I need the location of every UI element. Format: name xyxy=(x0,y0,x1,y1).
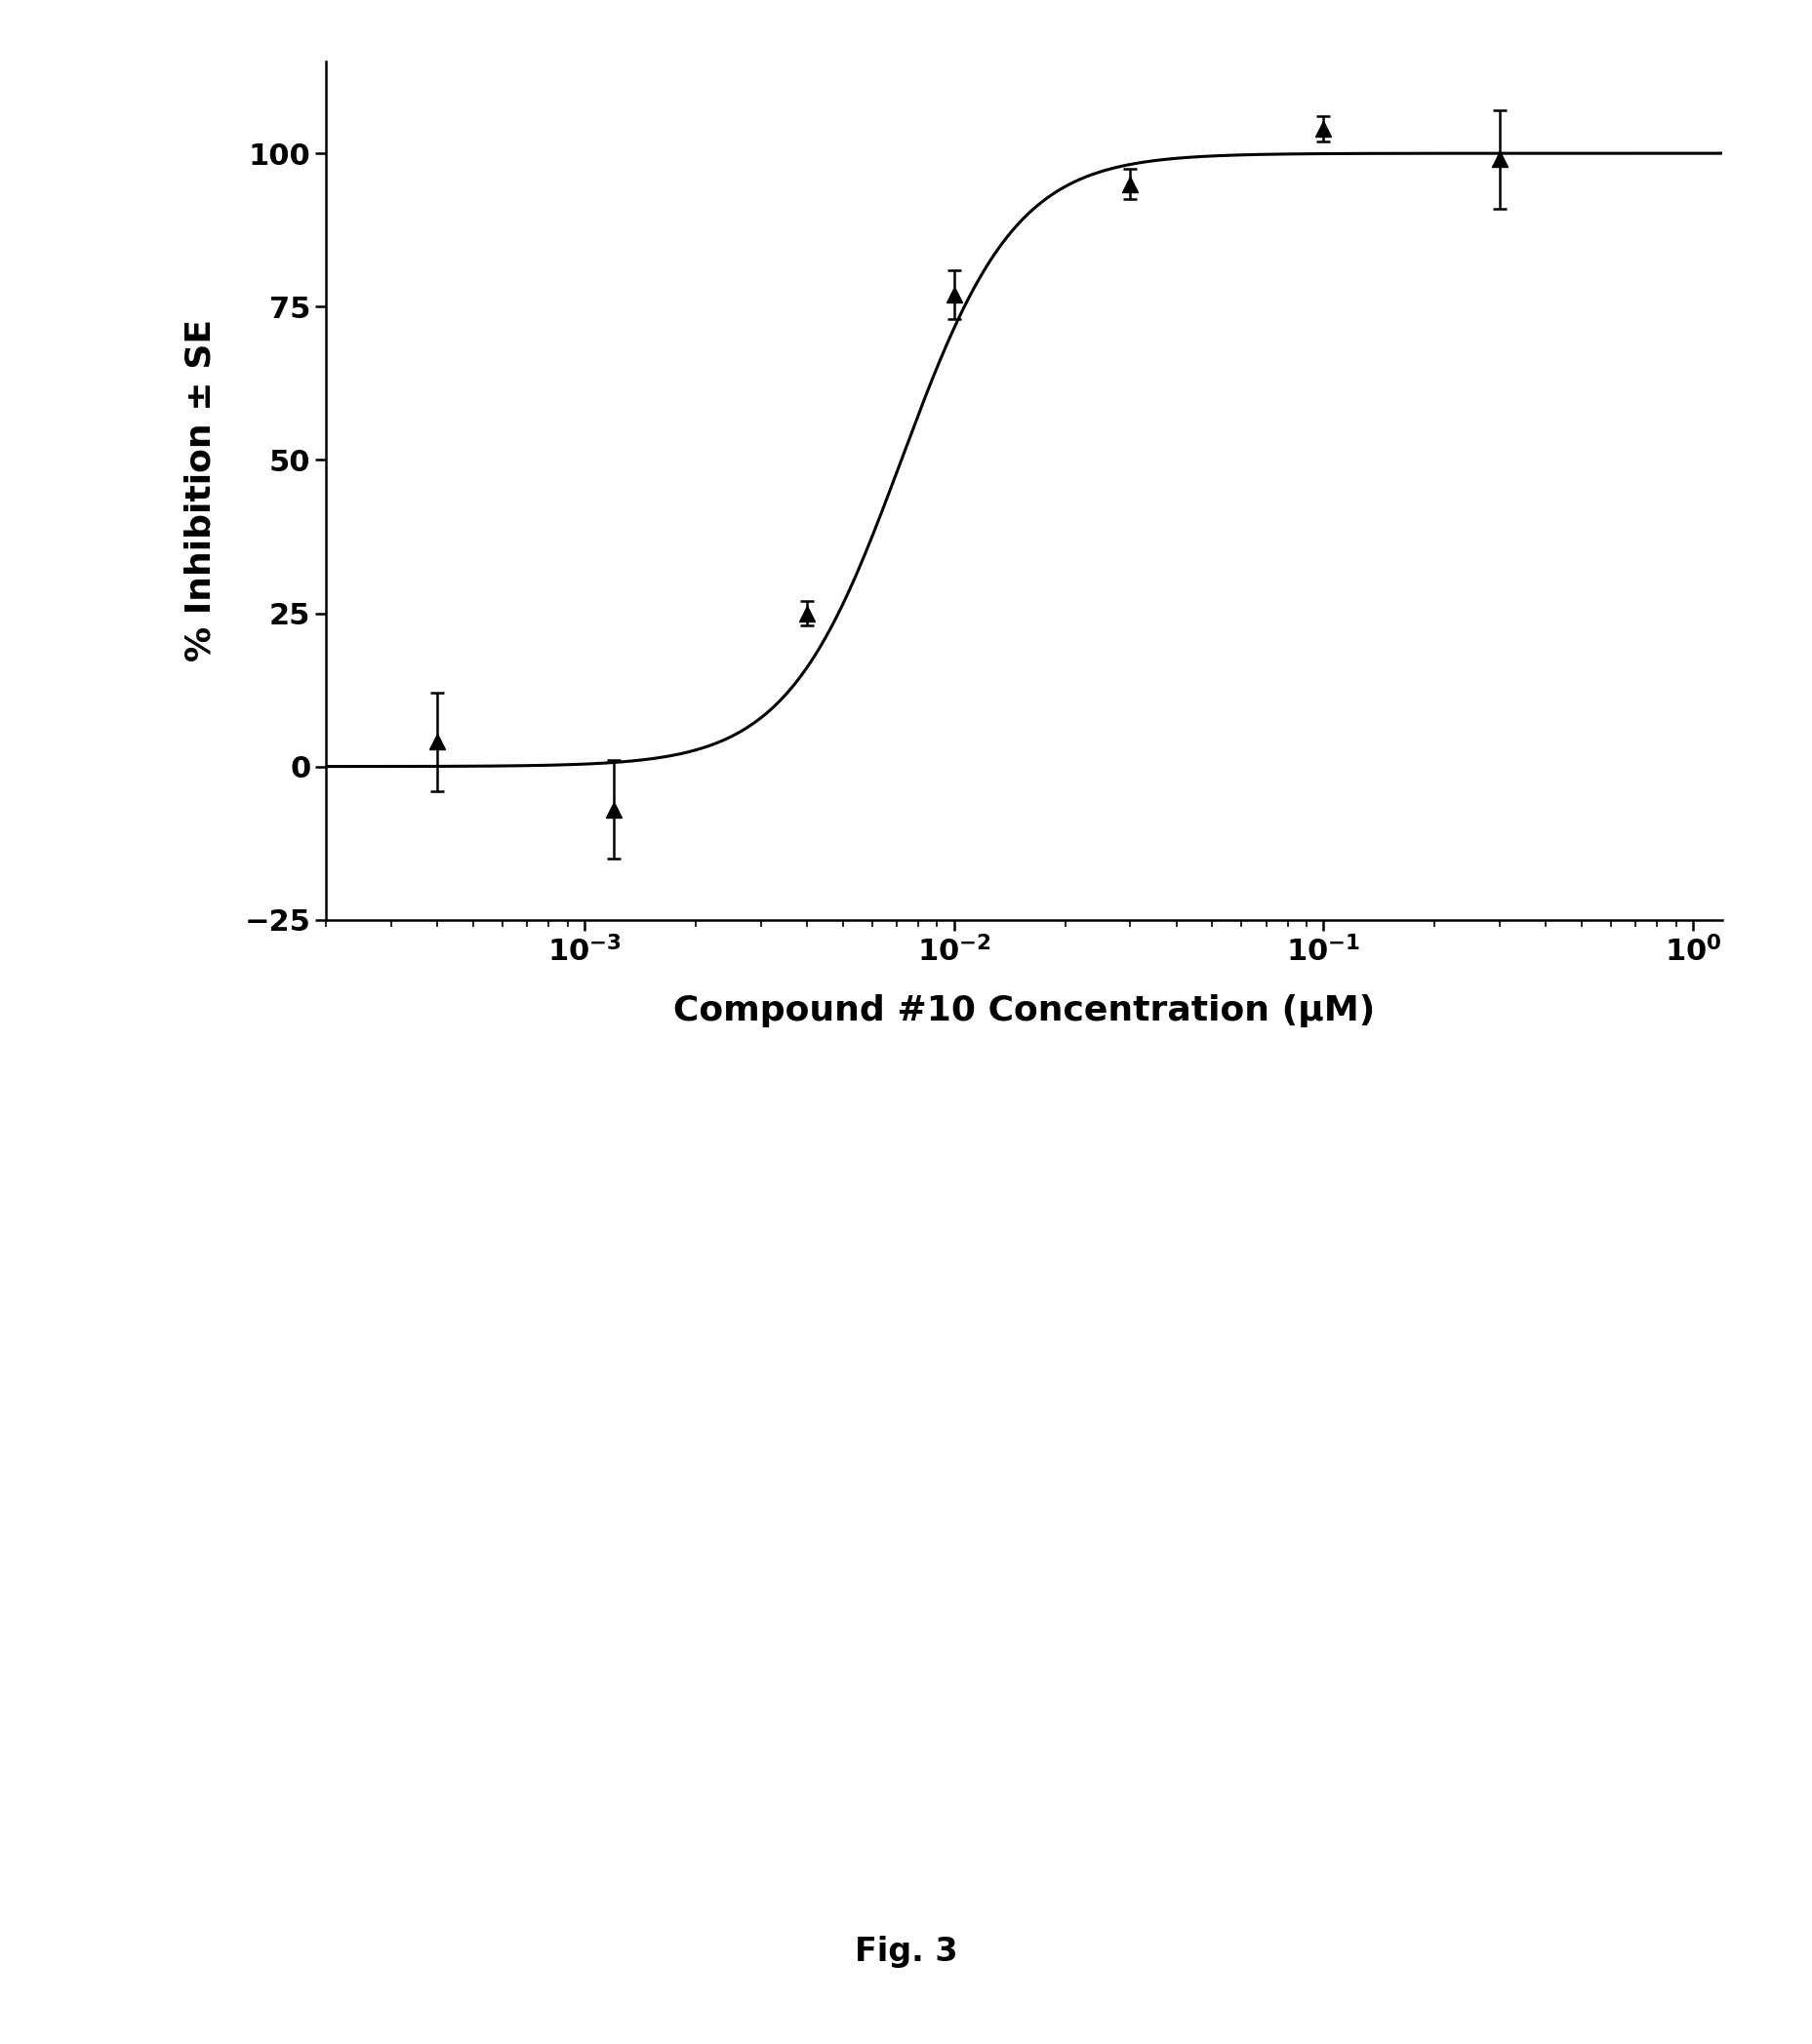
X-axis label: Compound #10 Concentration (μM): Compound #10 Concentration (μM) xyxy=(672,993,1375,1028)
Text: Fig. 3: Fig. 3 xyxy=(855,1936,957,1968)
Y-axis label: % Inhibition ± SE: % Inhibition ± SE xyxy=(185,319,217,662)
